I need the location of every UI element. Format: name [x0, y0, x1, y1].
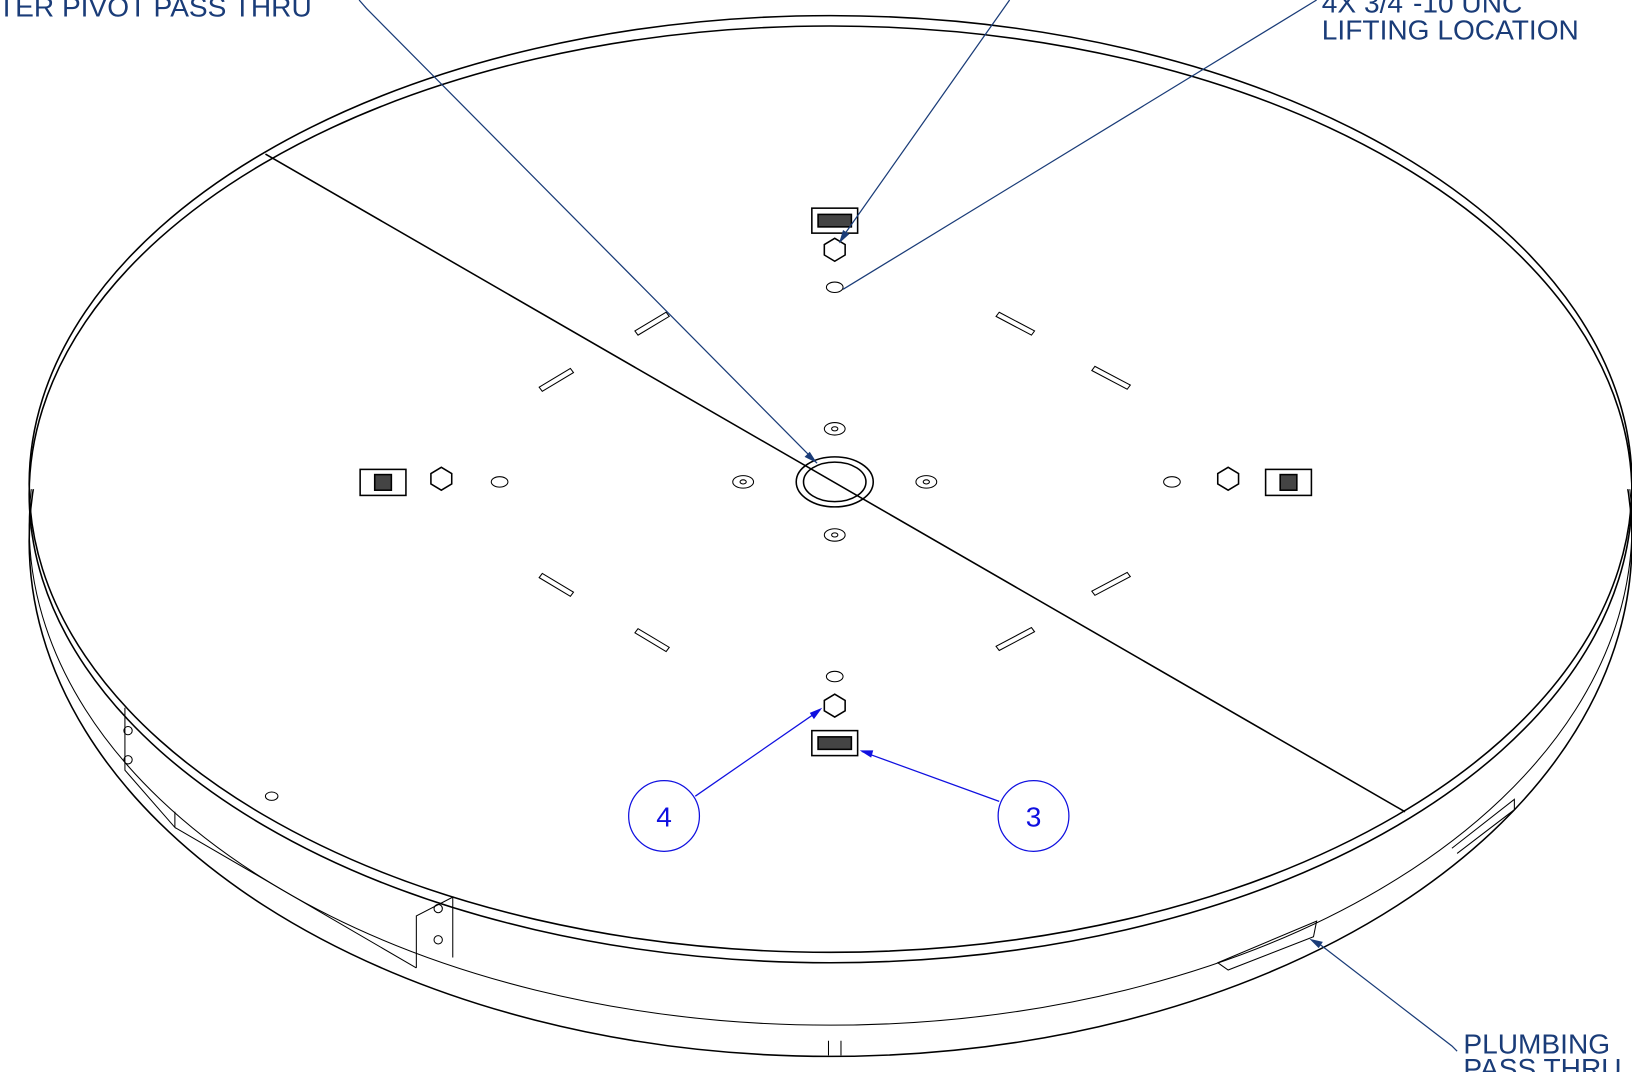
callout: PLUMBING	[1463, 1028, 1610, 1059]
balloon-label: 3	[1026, 801, 1042, 832]
callout: PASS THRU	[1463, 1053, 1621, 1072]
plumbing-slot	[1216, 798, 1515, 971]
callout: 4X 3/4"-10 UNC	[1322, 0, 1522, 18]
nuts-tags	[359, 207, 1313, 757]
balloon	[628, 779, 701, 852]
slots	[538, 311, 1132, 653]
callout: TER PIVOT PASS THRU	[0, 0, 312, 23]
callout: LIFTING LOCATION	[1322, 15, 1579, 46]
seam	[265, 153, 1406, 813]
center	[490, 281, 1181, 683]
balloon	[997, 779, 1070, 852]
balloon-label: 4	[656, 801, 672, 832]
leaders	[358, 0, 1458, 1052]
